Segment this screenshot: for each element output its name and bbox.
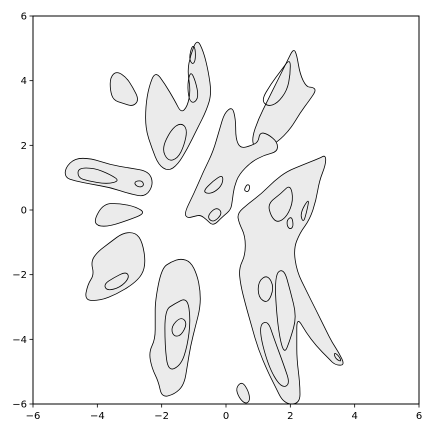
contour-line-right-arm-dot-a	[286, 217, 294, 229]
x-tick-label: 2	[287, 411, 293, 422]
contour-line-left-upper-inner	[77, 167, 118, 184]
contour-region-bottom-small	[236, 382, 250, 404]
y-tick-label: 4	[21, 76, 27, 87]
y-tick-label: 0	[21, 206, 27, 217]
contour-line-upper-left-arm-inner	[163, 123, 187, 161]
contour-region-left-middle-blob	[94, 203, 143, 227]
contour-region-top-left-small	[109, 72, 138, 106]
contour-line-central-column-small	[208, 208, 222, 222]
contour-line-right-arm-dot-b	[300, 200, 309, 221]
x-tick-label: 4	[351, 411, 357, 422]
contour-region-upper-left-arm	[145, 41, 211, 170]
contour-line-left-lower-inner	[104, 272, 129, 291]
contour-line-speck-near-center	[244, 184, 250, 192]
x-tick-label: −2	[154, 411, 169, 422]
y-axis: 6 4 2 0 −2 −4 −6	[12, 12, 33, 411]
contour-line-right-arm-inner-b	[268, 186, 293, 222]
contour-line-lower-left-core	[171, 318, 187, 337]
contour-line-right-arm-inner-c	[275, 270, 296, 351]
contour-inner-levels	[77, 46, 342, 387]
contour-regions	[64, 41, 344, 405]
contour-region-top-right-arm	[252, 50, 316, 149]
contour-line-central-column-inner	[204, 175, 224, 194]
y-tick-label: −2	[12, 270, 27, 281]
x-tick-label: 6	[416, 411, 422, 422]
x-tick-label: 0	[223, 411, 229, 422]
y-tick-label: −6	[12, 400, 27, 411]
contour-line-right-arm-inner-a	[257, 276, 274, 302]
contour-line-right-arm-inner-d	[260, 321, 289, 387]
y-tick-label: −4	[12, 335, 27, 346]
x-tick-label: −6	[26, 411, 41, 422]
y-tick-label: 2	[21, 141, 27, 152]
contour-line-upper-left-arm-lobe	[187, 73, 199, 103]
contour-line-upper-left-arm-tip	[189, 46, 196, 64]
x-tick-label: −4	[90, 411, 105, 422]
contour-region-right-arm	[237, 155, 344, 405]
contour-region-left-lower-blob	[85, 232, 146, 301]
contour-region-lower-left-column	[149, 258, 201, 397]
contour-line-top-right-arm-inner	[262, 61, 291, 106]
contour-line-left-upper-dot	[134, 180, 144, 188]
x-axis: −6 −4 −2 0 2 4 6	[26, 404, 422, 422]
contour-region-central-column	[185, 108, 278, 225]
y-tick-label: 6	[21, 12, 27, 23]
contour-line-right-arm-tip-inner	[334, 352, 342, 362]
contour-line-lower-left-inner	[164, 299, 191, 370]
